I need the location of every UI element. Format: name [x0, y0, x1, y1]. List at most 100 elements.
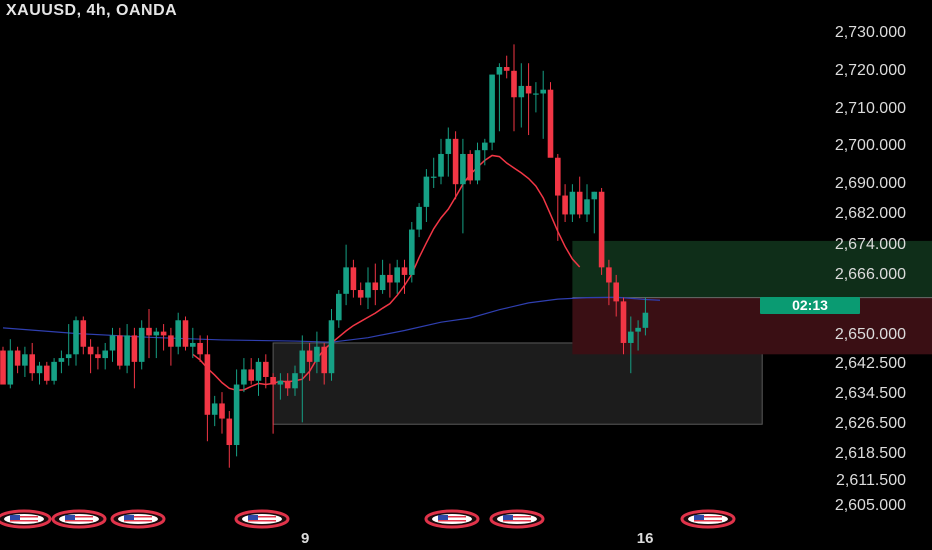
candle-body: [496, 67, 503, 75]
candle: [365, 267, 371, 309]
candle: [598, 187, 605, 275]
candle-body: [233, 384, 240, 446]
candle-body: [606, 267, 612, 283]
candle-body: [0, 350, 6, 385]
us-flag-event-icon[interactable]: [680, 509, 736, 529]
price-tick: 2,618.500: [834, 445, 906, 463]
candle: [270, 373, 276, 434]
candle-body: [328, 320, 335, 374]
candle-body: [131, 335, 138, 362]
candle: [299, 335, 306, 423]
candle: [175, 312, 181, 355]
candle-body: [467, 153, 473, 181]
candle-body: [153, 331, 160, 336]
candle: [65, 324, 72, 366]
us-flag-event-icon[interactable]: [0, 509, 52, 529]
candle: [584, 184, 590, 222]
price-tick: 2,674.000: [834, 235, 906, 253]
ema-line: [192, 154, 581, 391]
candle-body: [482, 142, 488, 151]
candle: [321, 342, 327, 385]
candle-body: [73, 320, 79, 355]
candle-body: [372, 282, 379, 291]
candle: [87, 339, 94, 374]
candle: [109, 327, 116, 362]
candle-body: [284, 380, 291, 389]
candle-body: [613, 282, 619, 302]
candle: [474, 142, 481, 185]
candle-body: [503, 67, 510, 71]
us-flag-event-icon[interactable]: [234, 509, 290, 529]
candle-body: [518, 85, 525, 98]
candle-body: [547, 89, 554, 158]
candle: [117, 327, 123, 370]
candle: [467, 150, 473, 185]
candle: [379, 259, 386, 294]
candle-body: [248, 369, 254, 381]
candle-body: [109, 335, 116, 351]
price-tick: 2,720.000: [834, 61, 906, 79]
price-tick: 2,626.500: [834, 415, 906, 433]
candle: [124, 324, 130, 374]
candle-body: [299, 350, 306, 374]
candle-body: [314, 346, 320, 362]
candle-body: [569, 191, 576, 215]
loss-zone: [572, 297, 932, 355]
candle-body: [175, 320, 181, 347]
candle-body: [628, 331, 634, 343]
us-flag-event-icon[interactable]: [51, 509, 107, 529]
candle: [248, 358, 254, 385]
candle: [306, 342, 313, 381]
candle: [423, 169, 430, 222]
candle: [525, 63, 532, 136]
candle-body: [321, 346, 327, 374]
candle-body: [445, 138, 452, 154]
candle-body: [160, 331, 167, 336]
candle: [233, 369, 240, 457]
candle: [190, 327, 196, 359]
candle: [547, 82, 554, 158]
candle-body: [430, 176, 437, 178]
candle: [591, 191, 598, 234]
candle: [131, 327, 138, 389]
candle-body: [22, 354, 28, 366]
candle-body: [190, 342, 196, 347]
candle: [401, 259, 408, 294]
candle-body: [357, 290, 364, 298]
candle: [343, 244, 349, 306]
candle: [146, 308, 152, 359]
candle-body: [146, 327, 152, 336]
candle: [204, 335, 211, 442]
candle-body: [255, 361, 262, 381]
candle: [73, 316, 79, 366]
candle: [182, 316, 189, 351]
candle-body: [270, 376, 276, 385]
candle-body: [365, 282, 371, 298]
candle: [44, 361, 50, 385]
candle-body: [489, 74, 495, 143]
price-tick: 2,710.000: [834, 99, 906, 117]
range-box: [272, 342, 763, 425]
candle-body: [44, 365, 50, 381]
price-tick: 2,605.000: [834, 496, 906, 514]
candle: [160, 324, 167, 351]
us-flag-event-icon[interactable]: [489, 509, 545, 529]
us-flag-event-icon[interactable]: [424, 509, 480, 529]
candle: [14, 346, 21, 374]
candle: [445, 127, 452, 177]
candle: [489, 74, 495, 151]
us-flag-event-icon[interactable]: [110, 509, 166, 529]
candle-body: [80, 320, 87, 347]
candle: [555, 153, 561, 241]
candle-body: [306, 350, 313, 362]
candle-body: [584, 199, 590, 215]
candle-body: [226, 418, 233, 446]
candle: [372, 263, 379, 306]
candle: [409, 222, 415, 283]
candle-body: [562, 195, 568, 215]
candle: [263, 354, 269, 389]
candle: [219, 392, 225, 434]
candle: [635, 320, 641, 351]
